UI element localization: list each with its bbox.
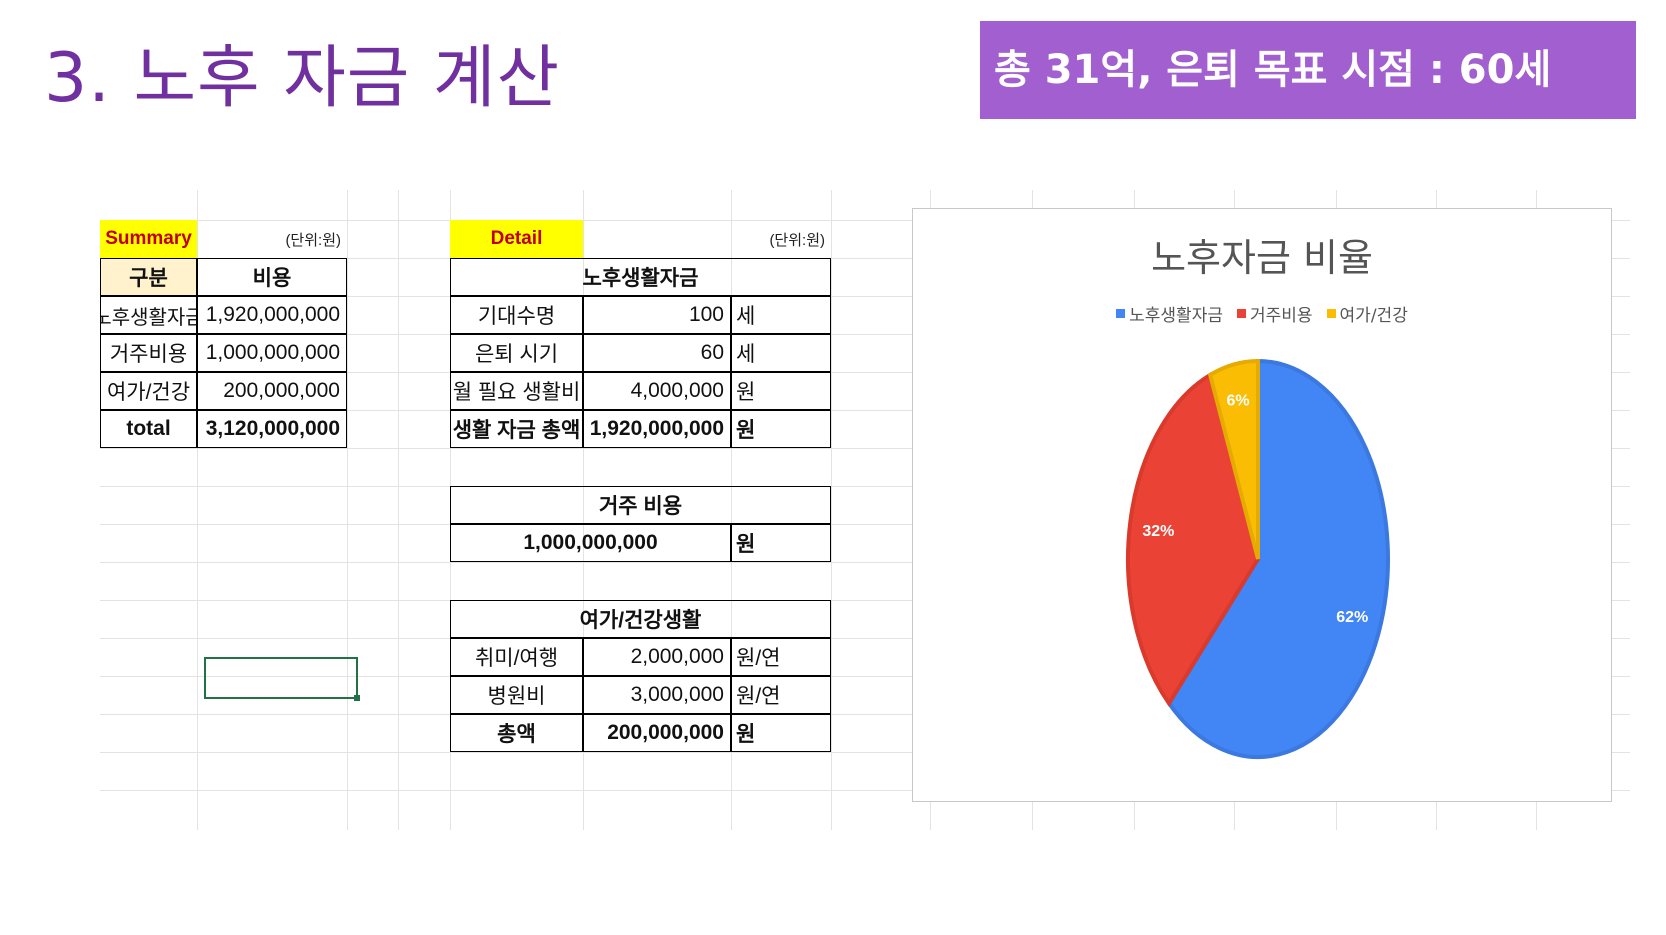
living-row-value[interactable]: 4,000,000 [583,372,731,410]
living-row-name[interactable]: 기대수명 [450,296,583,334]
living-row-value[interactable]: 60 [583,334,731,372]
leisure-row-unit[interactable]: 원/연 [731,638,831,676]
leisure-row-value[interactable]: 3,000,000 [583,676,731,714]
pie-slice[interactable] [1126,371,1261,707]
summary-row-name[interactable]: 여가/건강 [100,372,197,410]
pie-plot: 62% 32% 6% [1126,358,1390,759]
selected-cell[interactable] [204,657,360,701]
leisure-header[interactable]: 여가/건강생활 [450,600,831,638]
pie-slice[interactable] [1166,358,1390,759]
summary-row-value[interactable]: 200,000,000 [197,372,347,410]
summary-row-name[interactable]: 노후생활자금 [100,296,197,334]
legend-swatch [1326,309,1336,318]
legend-swatch [1236,309,1246,318]
detail-label[interactable]: Detail [450,220,583,258]
legend-swatch [1116,309,1126,318]
leisure-total-name[interactable]: 총액 [450,714,583,752]
leisure-total-value[interactable]: 200,000,000 [583,714,731,752]
leisure-row-unit[interactable]: 원/연 [731,676,831,714]
summary-total-value[interactable]: 3,120,000,000 [197,410,347,448]
pie-chart[interactable]: 노후자금 비율 노후생활자금 거주비용 여가/건강 62% 32% 6% [912,208,1612,802]
housing-unit[interactable]: 원 [731,524,831,562]
living-row-unit[interactable]: 세 [731,296,831,334]
housing-value[interactable]: 1,000,000,000 [450,524,731,562]
leisure-row-name[interactable]: 병원비 [450,676,583,714]
chart-title: 노후자금 비율 [1151,236,1373,280]
pie-data-label: 62% [1336,609,1368,626]
pie-data-label: 6% [1226,393,1249,410]
living-row-unit[interactable]: 세 [731,334,831,372]
summary-header-cost[interactable]: 비용 [197,258,347,296]
summary-label[interactable]: Summary [100,220,197,258]
summary-row-value[interactable]: 1,000,000,000 [197,334,347,372]
living-total-value[interactable]: 1,920,000,000 [583,410,731,448]
summary-header-category[interactable]: 구분 [100,258,197,296]
goal-banner: 총 31억, 은퇴 목표 시점 : 60세 [980,21,1636,119]
summary-row-value[interactable]: 1,920,000,000 [197,296,347,334]
living-row-name[interactable]: 은퇴 시기 [450,334,583,372]
living-row-value[interactable]: 100 [583,296,731,334]
leisure-total-unit[interactable]: 원 [731,714,831,752]
leisure-row-value[interactable]: 2,000,000 [583,638,731,676]
chart-legend: 노후생활자금 거주비용 여가/건강 [913,301,1611,326]
legend-label: 노후생활자금 [1129,306,1223,326]
living-row-unit[interactable]: 원 [731,372,831,410]
pie-slice[interactable] [1207,358,1260,560]
pie-data-label: 32% [1142,523,1174,540]
housing-header[interactable]: 거주 비용 [450,486,831,524]
legend-label: 여가/건강 [1339,306,1408,326]
living-total-name[interactable]: 생활 자금 총액 [450,410,583,448]
detail-unit-note[interactable]: (단위:원) [769,231,825,249]
legend-item: 여가/건강 [1326,301,1408,326]
summary-unit-note[interactable]: (단위:원) [285,231,341,249]
living-expenses-header[interactable]: 노후생활자금 [450,258,831,296]
legend-item: 노후생활자금 [1116,301,1223,326]
sheet-grid [100,190,1630,830]
slide-title: 3. 노후 자금 계산 [44,39,561,118]
summary-row-name[interactable]: 거주비용 [100,334,197,372]
leisure-row-name[interactable]: 취미/여행 [450,638,583,676]
legend-item: 거주비용 [1236,301,1313,326]
living-total-unit[interactable]: 원 [731,410,831,448]
legend-label: 거주비용 [1249,306,1313,326]
living-row-name[interactable]: 월 필요 생활비 [450,372,583,410]
summary-total-label[interactable]: total [100,410,197,448]
